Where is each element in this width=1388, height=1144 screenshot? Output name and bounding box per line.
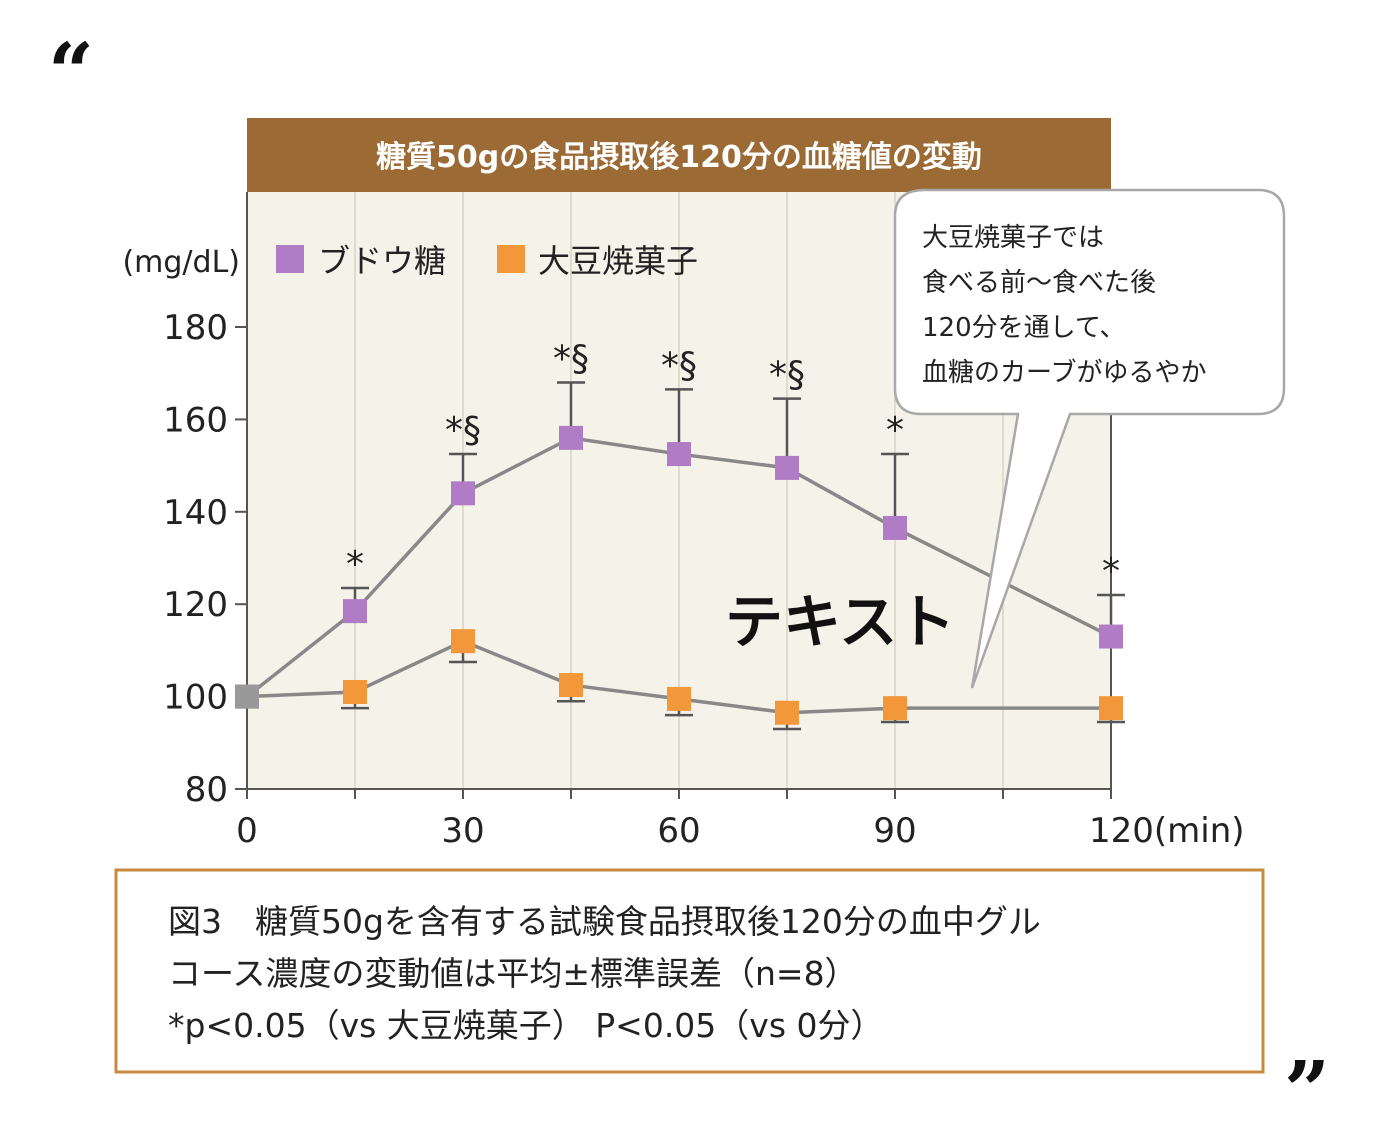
significance-label-45: *§ — [553, 338, 589, 379]
series-markers — [235, 425, 1123, 725]
marker-glucose-90 — [883, 515, 907, 540]
marker-glucose-60 — [667, 442, 691, 467]
marker-glucose-30 — [451, 481, 475, 506]
x-tick-label-0: 0 — [236, 811, 258, 851]
callout-line-2: 食べる前～食べた後 — [922, 268, 1156, 298]
marker-glucose-75 — [775, 455, 799, 480]
significance-label-15: * — [346, 544, 364, 585]
caption-line-2: コース濃度の変動値は平均±標準誤差（n=8） — [168, 954, 858, 993]
callout-bubble — [893, 188, 1286, 689]
x-axis-ticks: 0 30 60 90 120(min) — [236, 789, 1245, 851]
y-tick-label-140: 140 — [163, 493, 228, 533]
y-axis-unit-label: (mg/dL) — [122, 245, 240, 280]
marker-glucose-120 — [1099, 624, 1123, 649]
legend-swatch-glucose — [276, 245, 304, 273]
marker-soy-30 — [451, 629, 475, 654]
series-lines — [245, 436, 1112, 715]
y-tick-label-100: 100 — [163, 678, 228, 718]
title-bar — [247, 118, 1111, 192]
marker-soy-60 — [667, 686, 691, 711]
marker-glucose-15 — [343, 599, 367, 624]
x-tick-label-90: 90 — [873, 811, 916, 851]
series-line-soy — [246, 639, 1111, 715]
marker-soy-45 — [559, 673, 583, 698]
legend-label-soy: 大豆焼菓子 — [538, 242, 698, 280]
marker-soy-75 — [775, 700, 799, 725]
x-tick-label-60: 60 — [657, 811, 700, 851]
callout-line-4: 血糖のカーブがゆるやか — [922, 358, 1206, 388]
y-tick-label-160: 160 — [163, 400, 228, 440]
marker-glucose-45 — [559, 425, 583, 450]
legend: ブドウ糖 大豆焼菓子 — [276, 242, 698, 280]
x-tick-label-30: 30 — [441, 811, 484, 851]
error-bars — [341, 381, 1125, 731]
significance-labels: * *§ *§ *§ *§ * * — [346, 338, 1120, 592]
significance-label-75: *§ — [769, 355, 805, 396]
caption-line-3: *p<0.05（vs 大豆焼菓子） P<0.05（vs 0分） — [168, 1006, 884, 1045]
y-tick-label-180: 180 — [163, 308, 228, 348]
significance-label-60: *§ — [661, 345, 697, 386]
legend-label-glucose: ブドウ糖 — [318, 242, 446, 280]
close-quote-mark: ” — [1284, 1043, 1330, 1137]
chart-title: 糖質50gの食品摂取後120分の血糖値の変動 — [376, 140, 982, 175]
y-tick-label-80: 80 — [185, 770, 228, 810]
marker-soy-120 — [1099, 696, 1123, 721]
y-axis-ticks: 80 100 120 140 160 180 — [163, 308, 247, 810]
open-quote-mark: “ — [48, 25, 94, 119]
significance-label-120: * — [1102, 551, 1120, 592]
legend-swatch-soy — [497, 245, 525, 273]
callout-line-1: 大豆焼菓子では — [922, 223, 1104, 253]
x-tick-label-120: 120(min) — [1089, 811, 1245, 851]
marker-soy-15 — [343, 679, 367, 704]
caption-line-1: 図3 糖質50gを含有する試験食品摂取後120分の血中グル — [168, 902, 1041, 941]
significance-label-90: * — [886, 410, 904, 451]
y-tick-label-120: 120 — [163, 585, 228, 625]
significance-label-30: *§ — [445, 410, 481, 451]
marker-baseline-soy — [235, 684, 259, 709]
caption-box — [114, 868, 1265, 1074]
callout-line-3: 120分を通して、 — [922, 313, 1126, 343]
marker-soy-90 — [883, 696, 907, 721]
overlay-placeholder-text: テキスト — [725, 588, 955, 656]
series-line-glucose — [245, 436, 1112, 698]
